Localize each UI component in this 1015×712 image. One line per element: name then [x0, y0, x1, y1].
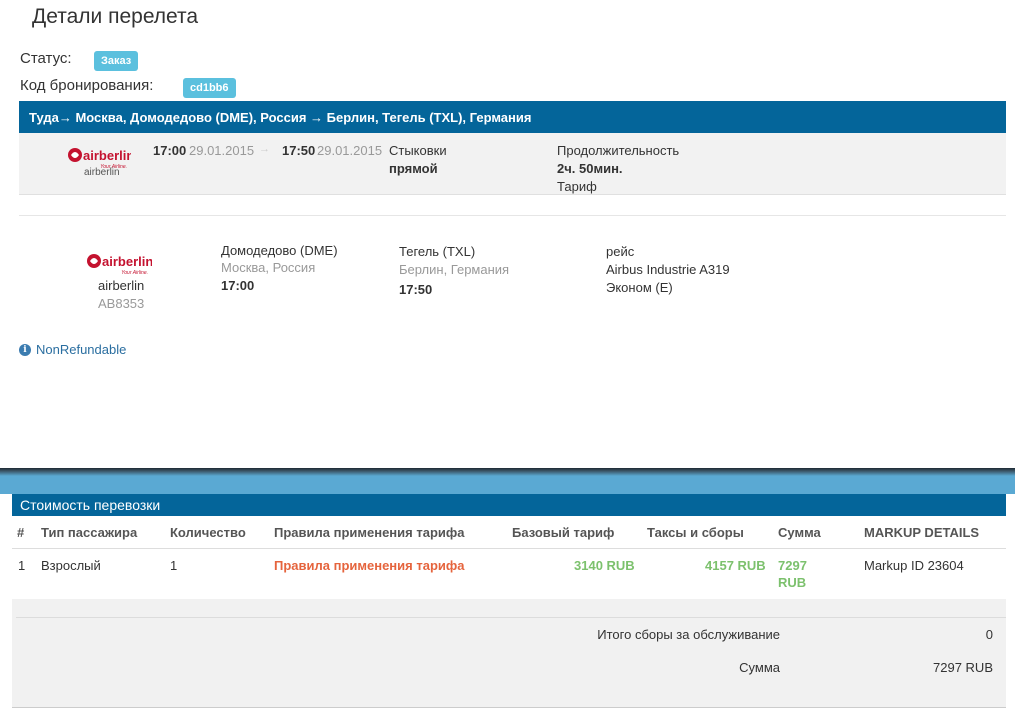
- row-taxes: 4157 RUB: [705, 558, 766, 573]
- row-quantity: 1: [170, 558, 178, 573]
- booking-code-label: Код бронирования:: [20, 77, 154, 94]
- cost-section-header: Стоимость перевозки: [12, 494, 1006, 516]
- logo-tagline: Your Airline.: [121, 270, 148, 276]
- duration-value: 2ч. 50мин.: [557, 161, 623, 176]
- status-badge: Заказ: [94, 51, 139, 71]
- airline-logo: airberlin Your Airline.: [67, 143, 134, 174]
- stops-label: Стыковки: [389, 143, 447, 158]
- col-header-passenger-type: Тип пассажира: [41, 525, 138, 540]
- arr-airport: Тегель (TXL): [399, 244, 476, 259]
- aircraft-type: Airbus Industrie A319: [606, 262, 730, 277]
- col-header-taxes: Таксы и сборы: [647, 525, 744, 540]
- duration-label: Продолжительность: [557, 143, 680, 158]
- col-header-sum: Сумма: [778, 525, 821, 540]
- fare-rules-link[interactable]: Правила применения тарифа: [274, 558, 465, 573]
- totals-panel: [12, 599, 1006, 707]
- logo-wordmark: airberlin: [102, 254, 152, 269]
- table-header-divider: [12, 548, 1006, 549]
- airline-name: airberlin: [84, 167, 120, 178]
- non-refundable-link[interactable]: i NonRefundable: [19, 342, 126, 357]
- flight-number: AB8353: [98, 296, 145, 311]
- row-sum-currency: RUB: [778, 575, 807, 590]
- summary-dep-time: 17:00: [153, 143, 187, 158]
- arr-time: 17:50: [399, 282, 433, 297]
- dep-time: 17:00: [221, 278, 255, 293]
- summary-dep-date: 29.01.2015: [189, 143, 255, 158]
- summary-arr-time: 17:50: [282, 143, 316, 158]
- logo-wordmark: airberlin: [83, 148, 131, 163]
- tariff-label: Тариф: [557, 179, 597, 194]
- service-fee-value: 0: [985, 627, 993, 642]
- flight-summary-row[interactable]: [19, 133, 1006, 195]
- dep-city: Москва, Россия: [221, 260, 316, 275]
- airberlin-logo-icon: airberlin Your Airline.: [68, 148, 134, 170]
- info-icon: i: [19, 343, 31, 356]
- totals-divider: [16, 617, 1006, 618]
- total-label: Сумма: [739, 660, 780, 675]
- col-header-num: #: [17, 525, 25, 540]
- airberlin-logo-icon: airberlin Your Airline.: [87, 254, 153, 276]
- col-header-fare-rules: Правила применения тарифа: [274, 525, 465, 540]
- segment-airline-name: airberlin: [98, 278, 145, 293]
- col-header-base-fare: Базовый тариф: [512, 525, 615, 540]
- row-sum-amount: 7297: [778, 558, 807, 573]
- arrow-icon: →: [259, 143, 270, 155]
- cabin-class: Эконом (E): [606, 280, 673, 295]
- non-refundable-text: NonRefundable: [36, 342, 127, 357]
- flight-label: рейс: [606, 244, 635, 259]
- dep-airport: Домодедово (DME): [221, 243, 338, 258]
- row-markup: Markup ID 23604: [864, 558, 964, 573]
- service-fee-label: Итого сборы за обслуживание: [597, 627, 780, 642]
- col-header-markup: MARKUP DETAILS: [864, 525, 980, 540]
- segment-airline-logo: airberlin Your Airline.: [86, 249, 153, 280]
- total-value: 7297 RUB: [933, 660, 993, 675]
- logo-tagline: Your Airline.: [100, 164, 127, 170]
- stops-value: прямой: [389, 161, 438, 176]
- section-divider: [19, 215, 1006, 216]
- page-title: Детали перелета: [32, 5, 199, 28]
- booking-code-badge: cd1bb6: [183, 78, 236, 98]
- route-header[interactable]: Туда→ Москва, Домодедово (DME), Россия →…: [19, 101, 1006, 133]
- row-num: 1: [18, 558, 26, 573]
- arr-city: Берлин, Германия: [399, 262, 510, 277]
- status-label: Статус:: [20, 50, 72, 67]
- summary-arr-date: 29.01.2015: [317, 143, 383, 158]
- section-separator-band: [0, 468, 1015, 494]
- bottom-border: [12, 707, 1006, 708]
- col-header-quantity: Количество: [170, 525, 246, 540]
- row-passenger-type: Взрослый: [41, 558, 101, 573]
- row-base-fare: 3140 RUB: [574, 558, 635, 573]
